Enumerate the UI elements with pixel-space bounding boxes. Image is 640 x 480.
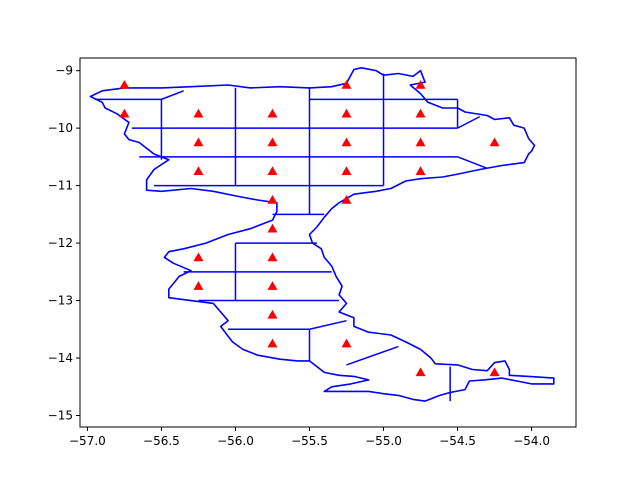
marker-point-17 xyxy=(415,137,426,147)
marker-point-14 xyxy=(341,194,352,204)
cell-line-2 xyxy=(161,90,184,101)
marker-point-27 xyxy=(415,367,426,377)
marker-point-8 xyxy=(267,194,278,204)
axes-frame xyxy=(79,57,577,428)
x-tick-label: −57.0 xyxy=(69,434,106,448)
marker-point-18 xyxy=(415,166,426,175)
y-tick-label: −14 xyxy=(48,351,73,365)
marker-point-7 xyxy=(267,166,278,175)
cell-line-21 xyxy=(309,319,347,331)
marker-point-16 xyxy=(415,108,426,118)
station-markers xyxy=(119,80,500,377)
x-tick-label: −56.0 xyxy=(217,434,254,448)
cell-line-22 xyxy=(346,345,399,366)
marker-point-10 xyxy=(341,80,352,89)
marker-point-1 xyxy=(119,108,130,118)
y-tick-label: −11 xyxy=(48,179,73,193)
marker-point-11 xyxy=(341,108,352,118)
x-tick-label: −54.5 xyxy=(439,434,476,448)
marker-point-21 xyxy=(193,281,204,290)
marker-point-26 xyxy=(341,338,352,348)
marker-point-13 xyxy=(341,166,352,175)
y-tick-label: −13 xyxy=(48,294,73,308)
marker-point-9 xyxy=(267,223,278,233)
marker-point-23 xyxy=(267,281,278,290)
plot-area xyxy=(89,67,555,402)
marker-point-4 xyxy=(193,166,204,175)
x-tick-label: −55.0 xyxy=(365,434,402,448)
marker-point-3 xyxy=(193,137,204,147)
cell-line-6 xyxy=(457,156,488,170)
x-tick-label: −54.0 xyxy=(513,434,550,448)
cell-line-5 xyxy=(457,115,481,129)
x-tick-label: −55.5 xyxy=(291,434,328,448)
cell-grid-lines xyxy=(94,73,488,402)
marker-point-6 xyxy=(267,137,278,147)
marker-point-12 xyxy=(341,137,352,147)
marker-point-22 xyxy=(267,252,278,262)
y-tick-label: −9 xyxy=(55,64,73,78)
y-tick-label: −12 xyxy=(48,236,73,250)
x-axis: −57.0 −56.5 −56.0 −55.5 −55.0 −54.5 −54.0 xyxy=(69,427,550,448)
marker-point-2 xyxy=(193,108,204,118)
y-tick-label: −15 xyxy=(48,409,73,423)
y-axis: −9 −10 −11 −12 −13 −14 −15 xyxy=(48,64,80,423)
marker-point-5 xyxy=(267,108,278,118)
marker-point-15 xyxy=(415,80,426,89)
marker-point-19 xyxy=(489,137,500,147)
marker-point-20 xyxy=(193,252,204,262)
marker-point-24 xyxy=(267,309,278,319)
marker-point-28 xyxy=(489,367,500,377)
region-boundary xyxy=(89,67,555,402)
marker-point-25 xyxy=(267,338,278,348)
marker-point-0 xyxy=(119,80,130,89)
y-tick-label: −10 xyxy=(48,121,73,135)
x-tick-label: −56.5 xyxy=(143,434,180,448)
